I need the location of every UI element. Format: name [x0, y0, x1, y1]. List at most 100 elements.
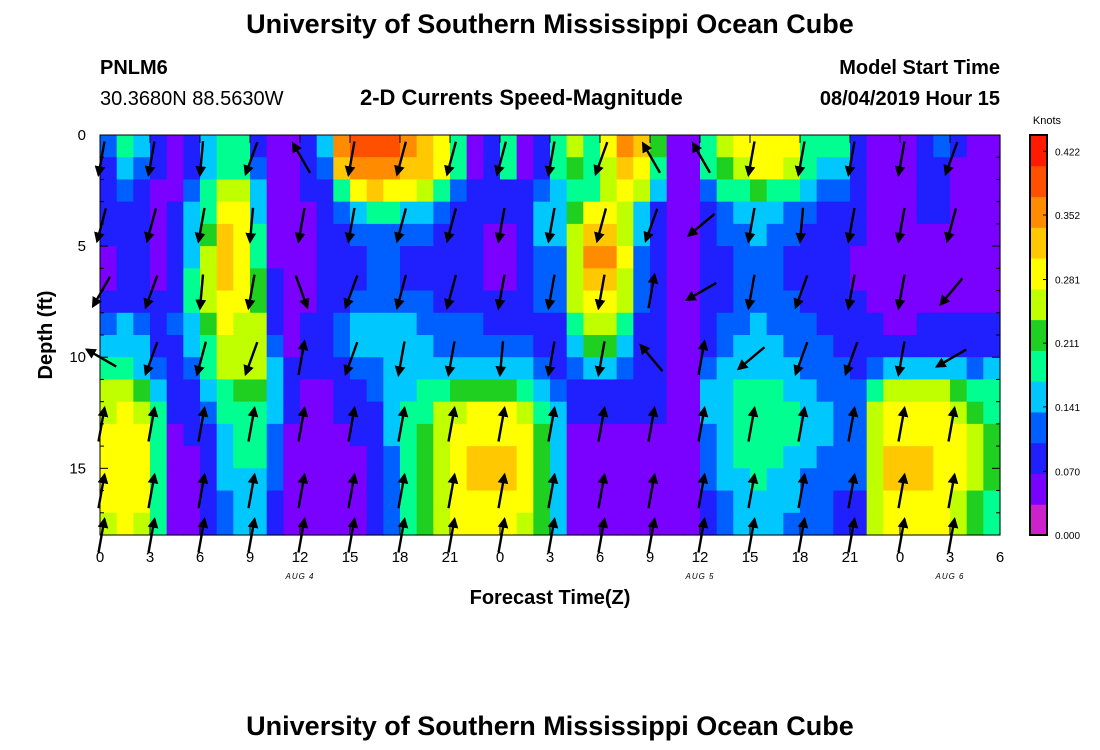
heatmap-cell [900, 490, 918, 514]
heatmap-cell [783, 379, 801, 403]
heatmap-cell [683, 423, 701, 447]
heatmap-cell [900, 157, 918, 181]
current-arrow [797, 405, 809, 442]
heatmap-cell [933, 246, 951, 269]
heatmap-cell [783, 135, 801, 158]
heatmap-cell [266, 268, 284, 292]
heatmap-cell [883, 512, 901, 536]
date-label: AUG 6 [934, 572, 964, 581]
heatmap-cell [133, 179, 151, 203]
heatmap-cell [516, 357, 534, 381]
current-arrow [444, 341, 456, 378]
heatmap-cell [466, 201, 484, 225]
heatmap-cell [266, 379, 284, 403]
heatmap-cell [933, 335, 951, 358]
heatmap-cell [666, 446, 684, 469]
colorbar-swatch [1030, 288, 1047, 321]
heatmap-cell [283, 157, 301, 181]
heatmap-cell [133, 490, 151, 514]
heatmap-cell [366, 423, 384, 447]
heatmap-cell [866, 179, 884, 203]
heatmap-cell [250, 157, 268, 181]
colorbar-tick-label: 0.422 [1055, 147, 1080, 158]
heatmap-cell [533, 268, 551, 292]
current-arrow [544, 341, 556, 378]
heatmap-cell [700, 357, 718, 381]
heatmap-cell [550, 223, 568, 247]
heatmap-cell [266, 179, 284, 203]
heatmap-cell [500, 201, 518, 225]
date-labels: AUG 4 AUG 5 AUG 6 [284, 572, 964, 581]
heatmap-cell [283, 201, 301, 225]
current-arrow [147, 472, 159, 509]
heatmap-cell [266, 468, 284, 492]
heatmap-cell [866, 312, 884, 336]
heatmap-cell [483, 379, 501, 403]
heatmap-cell [850, 157, 868, 181]
heatmap-cell [100, 223, 118, 247]
heatmap-cell [233, 379, 251, 403]
current-arrow [494, 141, 508, 177]
heatmap-cell [683, 490, 701, 514]
current-arrow [894, 207, 906, 244]
heatmap-cell [883, 446, 901, 469]
heatmap-cell [216, 290, 234, 314]
heatmap-cell [350, 312, 368, 336]
heatmap-cell [283, 401, 301, 425]
heatmap-cell [800, 357, 818, 381]
heatmap-cell [800, 379, 818, 403]
current-arrow [394, 341, 406, 378]
heatmap-cell [316, 223, 334, 247]
heatmap-cell [300, 423, 318, 447]
heatmap-cell [416, 335, 434, 358]
heatmap-cell [966, 357, 984, 381]
heatmap-cell [583, 179, 601, 203]
heatmap-cell [266, 357, 284, 381]
current-arrow [691, 141, 712, 174]
heatmap-cell [950, 246, 968, 269]
heatmap-cell [466, 335, 484, 358]
heatmap-cell [216, 446, 234, 469]
heatmap-cell [350, 223, 368, 247]
heatmap-cell [950, 312, 968, 336]
current-arrow [643, 208, 659, 243]
heatmap-cell [633, 401, 651, 425]
heatmap-cell [533, 179, 551, 203]
current-arrow [495, 341, 507, 378]
heatmap-cell [250, 423, 268, 447]
heatmap-cell [600, 179, 618, 203]
heatmap-cell [216, 335, 234, 358]
heatmap-cell [283, 335, 301, 358]
x-tick-label: 12 [692, 549, 709, 566]
heatmap-cell [850, 268, 868, 292]
heatmap-cell [783, 468, 801, 492]
heatmap-cell [983, 312, 1001, 336]
heatmap-cell [533, 312, 551, 336]
heatmap-cell [266, 490, 284, 514]
current-arrow [897, 472, 909, 509]
heatmap-cell [433, 446, 451, 469]
heatmap-cell [783, 179, 801, 203]
heatmap-cell [266, 290, 284, 314]
heatmap-cell [983, 423, 1001, 447]
heatmap-cell [283, 179, 301, 203]
current-arrow [247, 405, 259, 442]
current-arrow [243, 141, 259, 177]
heatmap-cell [416, 246, 434, 269]
heatmap-cell [133, 157, 151, 181]
heatmap-cell [366, 490, 384, 514]
heatmap-cell [183, 135, 201, 158]
heatmap-cell [400, 379, 418, 403]
heatmap-cell [583, 357, 601, 381]
y-tick-label: 5 [78, 238, 86, 255]
heatmap-cell [550, 201, 568, 225]
heatmap-cell [400, 179, 418, 203]
heatmap-cell [833, 135, 851, 158]
heatmap-cell [533, 157, 551, 181]
heatmap-cell [183, 179, 201, 203]
heatmap-cell [966, 490, 984, 514]
heatmap-cell [416, 401, 434, 425]
heatmap-cell [116, 423, 134, 447]
current-arrow [847, 405, 859, 442]
heatmap-cell [850, 135, 868, 158]
